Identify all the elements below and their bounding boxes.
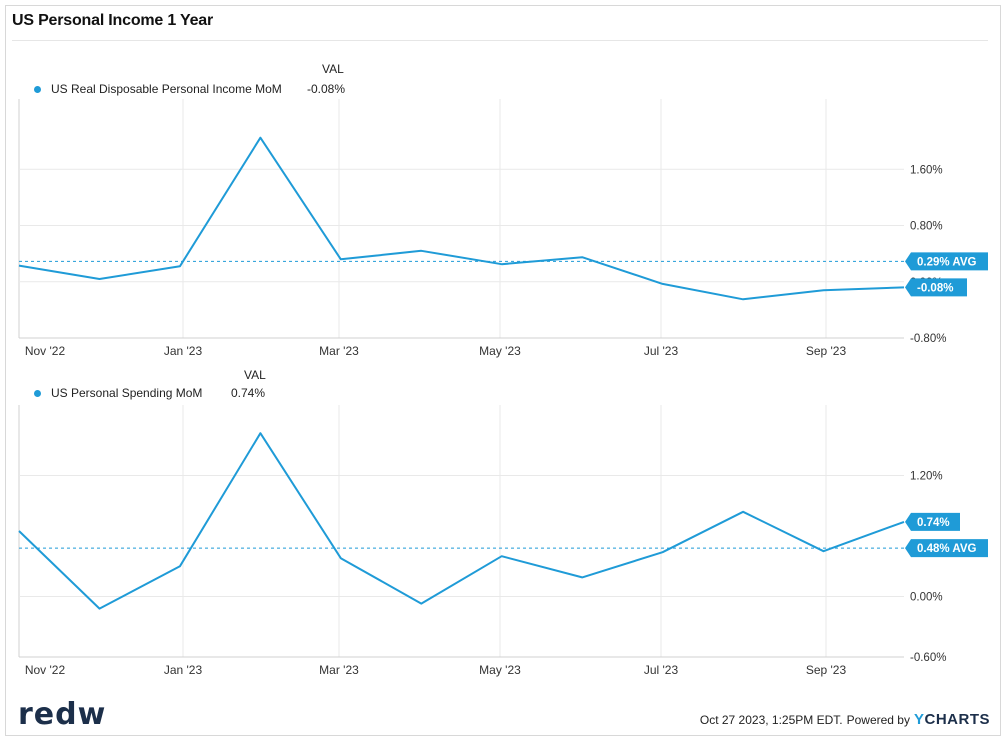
last-value-flag-label-bg (905, 512, 960, 531)
legend-value-income: -0.08% (307, 82, 346, 96)
chart-title: US Personal Income 1 Year (12, 12, 214, 29)
ycharts-logo-y: Y (913, 711, 925, 728)
legend-item-spending[interactable]: US Personal Spending MoM (34, 386, 202, 400)
y-tick-label: 1.60% (910, 164, 943, 176)
x-tick-label: Mar '23 (319, 663, 359, 677)
x-tick-label: Jan '23 (164, 344, 203, 358)
y-tick-label: 0.80% (910, 221, 943, 233)
avg-flag-label: 0.29% AVG (917, 256, 976, 268)
avg-flag-label-bg (905, 252, 988, 271)
legend-series-name: US Real Disposable Personal Income MoM (51, 82, 282, 96)
legend-dot-icon (34, 389, 41, 397)
footer: Oct 27 2023, 1:25PM EDT. Powered by YCHA… (700, 711, 990, 728)
footer-powered-by: Powered by (846, 712, 910, 727)
legend-dot-icon (34, 85, 41, 93)
x-tick-label: Jan '23 (164, 663, 203, 677)
chart-frame (5, 5, 1001, 736)
series-line (18, 136, 905, 301)
spending-chart-panel: 1.20% 0.00% -0.60% Nov '22 Jan '23 Mar '23 May… (18, 405, 988, 677)
title-divider (12, 40, 988, 41)
y-tick-label: 0.00% (910, 592, 943, 604)
x-tick-label: Jul '23 (644, 663, 679, 677)
x-tick-label: May '23 (479, 344, 521, 358)
legend-value-spending: 0.74% (231, 386, 266, 400)
x-tick-label: Mar '23 (319, 344, 359, 358)
val-header-1: VAL (322, 62, 344, 76)
x-tick-label: May '23 (479, 663, 521, 677)
x-tick-label: Nov '22 (25, 344, 66, 358)
x-tick-label: Sep '23 (806, 663, 847, 677)
y-tick-label: -0.60% (910, 652, 946, 664)
last-value-flag-label-bg (905, 278, 967, 297)
x-tick-label: Sep '23 (806, 344, 847, 358)
x-tick-label: Nov '22 (25, 663, 66, 677)
ycharts-logo[interactable]: YCHARTS (914, 711, 990, 728)
y-tick-label: 1.20% (910, 471, 943, 483)
ycharts-logo-rest: CHARTS (924, 711, 990, 728)
footer-timestamp: Oct 27 2023, 1:25PM EDT. (699, 712, 843, 727)
last-value-flag-label: -0.08% (917, 282, 953, 294)
series-line (18, 432, 905, 610)
y-tick-label: -0.80% (910, 333, 946, 345)
brand-logo: redw (18, 697, 107, 732)
legend-series-name: US Personal Spending MoM (51, 386, 203, 400)
last-value-flag-label: 0.74% (917, 517, 950, 529)
legend-item-income[interactable]: US Real Disposable Personal Income MoM (34, 82, 282, 96)
avg-flag-label-bg (905, 539, 988, 558)
avg-flag-label: 0.48% AVG (917, 543, 976, 555)
x-tick-label: Jul '23 (644, 344, 679, 358)
val-header-2: VAL (244, 368, 266, 382)
